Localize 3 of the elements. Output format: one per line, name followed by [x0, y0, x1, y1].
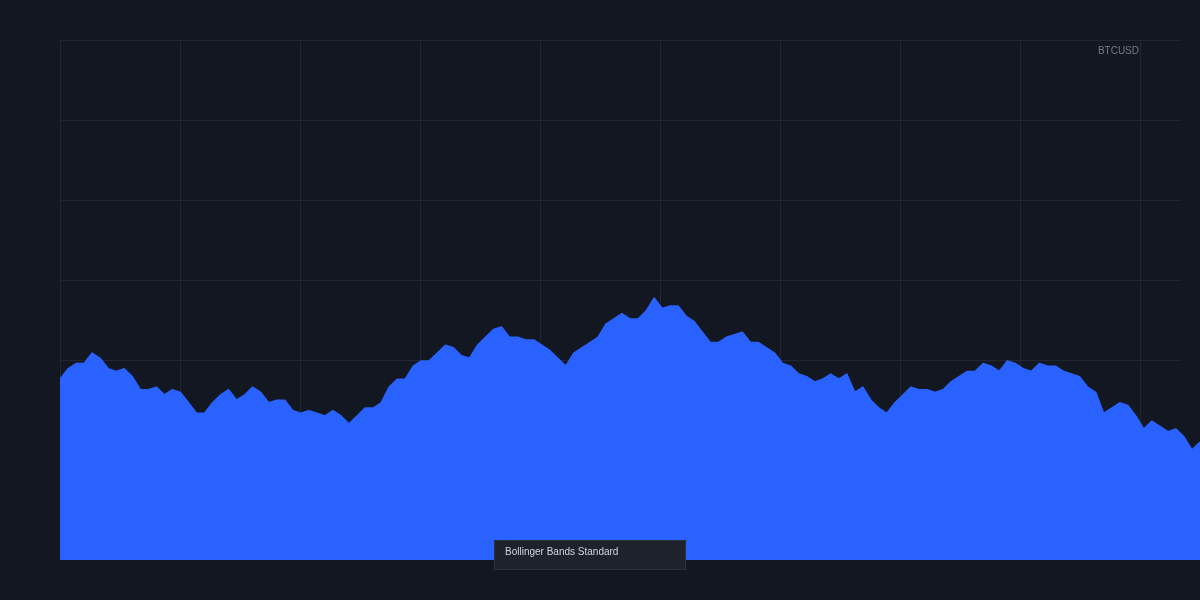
annotation: Bollinger Bands Standard [505, 546, 619, 557]
chart-title: BTCUSD [1097, 44, 1139, 56]
label-box: Bollinger Bands Standard [494, 540, 686, 570]
